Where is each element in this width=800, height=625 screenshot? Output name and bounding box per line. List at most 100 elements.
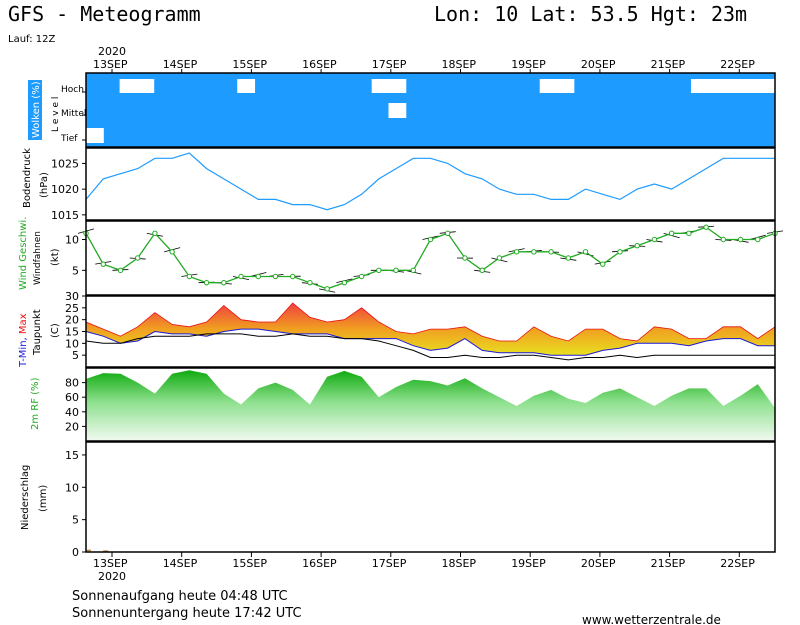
- wind-point: [755, 236, 761, 243]
- wind-point: [186, 273, 193, 280]
- temp-ylabel3: (C): [50, 323, 61, 338]
- rh-ytick-label: 60: [65, 391, 79, 404]
- wind-point: [290, 273, 296, 280]
- date-label-top: 16SEP: [302, 58, 337, 71]
- date-label-bottom: 17SEP: [372, 557, 407, 570]
- wind-point: [582, 249, 589, 255]
- wind-ytick-label: 10: [65, 234, 79, 247]
- pressure-line: [85, 152, 775, 211]
- pressure-ytick-label: 1015: [51, 209, 79, 222]
- wind-ylabel: Wind Geschwi.: [18, 217, 29, 290]
- precip-ytick-label: 0: [72, 546, 79, 559]
- temp-ytick-label: 10: [65, 337, 79, 350]
- temp-max-line: [85, 302, 776, 342]
- wind-point: [617, 249, 623, 255]
- temp-ylabel: T-Min, Max: [18, 313, 29, 368]
- cloud-clear-hoch: [119, 79, 138, 93]
- cloud-clear-hoch: [690, 79, 709, 93]
- temp-ytick-label: 15: [65, 326, 79, 339]
- precip-ytick-label: 15: [65, 449, 79, 462]
- rh-ytick-label: 40: [65, 406, 79, 419]
- precip-bar: [103, 550, 109, 552]
- date-label-bottom: 15SEP: [232, 557, 267, 570]
- date-label-top: 18SEP: [442, 58, 477, 71]
- pressure-ytick-label: 1025: [51, 157, 79, 170]
- precip-bar: [86, 549, 91, 552]
- cloud-level-mittel: Mittel: [61, 109, 86, 119]
- temp-ytick-label: 20: [65, 314, 79, 327]
- wind-point: [307, 279, 313, 286]
- pressure-panel: 1015 1020 1025: [51, 147, 776, 222]
- date-label-bottom: 22SEP: [720, 557, 755, 570]
- site-link[interactable]: www.wetterzentrale.de: [582, 613, 721, 625]
- temp-ytick-label: 5: [72, 349, 79, 362]
- wind-point: [496, 255, 503, 261]
- precip-frame: [85, 441, 776, 553]
- date-axes: 13SEP 13SEP 14SEP 14SEP 15SEP 15SEP 16SEP 16SEP…: [93, 58, 755, 570]
- precip-ylabels: Niederschlag (mm): [20, 465, 49, 530]
- wind-point: [445, 230, 451, 237]
- rh-ylabel: 2m RF (%): [30, 377, 41, 430]
- cloud-clear-hoch: [237, 79, 256, 93]
- cloud-clear-hoch: [539, 79, 558, 93]
- temp-min-line: [85, 328, 775, 356]
- precip-ylabel2: (mm): [38, 485, 49, 512]
- wind-point: [427, 236, 434, 243]
- date-label-top: 17SEP: [372, 58, 407, 71]
- precip-ytick-label: 10: [65, 481, 79, 494]
- wind-point: [651, 236, 658, 243]
- date-label-bottom: 14SEP: [163, 557, 198, 570]
- wind-frame: [85, 220, 776, 296]
- wind-ylabel2: Windfahnen: [33, 231, 43, 285]
- temp-ytick-label: 30: [65, 290, 79, 303]
- cloud-clear-mittel: [388, 103, 407, 118]
- wind-ylabels: Wind Geschwi. Windfahnen (kt): [18, 217, 61, 290]
- run-label: Lauf: 12Z: [8, 34, 55, 45]
- wind-point: [117, 267, 124, 274]
- precipitation-panel: 0 5 10 15: [65, 441, 776, 559]
- date-label-top: 13SEP: [93, 58, 128, 71]
- wind-point: [668, 230, 675, 237]
- pressure-frame: [85, 147, 776, 221]
- wind-point: [134, 255, 141, 261]
- date-label-bottom: 21SEP: [651, 557, 686, 570]
- pressure-ylabel2: (hPa): [39, 172, 50, 198]
- date-label-top: 14SEP: [163, 58, 198, 71]
- date-label-bottom: 13SEP: [93, 557, 128, 570]
- wind-point: [720, 236, 727, 243]
- wind-point: [393, 267, 399, 274]
- cloud-clear-hoch: [556, 79, 575, 93]
- sunrise-text: Sonnenaufgang heute 04:48 UTC: [72, 589, 288, 604]
- wind-point: [100, 261, 106, 267]
- wind-point: [221, 279, 227, 286]
- wind-point: [634, 242, 640, 249]
- precip-ytick-label: 5: [72, 514, 79, 527]
- year-label-top: 2020: [98, 45, 126, 58]
- wind-point: [462, 255, 468, 261]
- cloud-field: [86, 73, 775, 147]
- rh-area: [86, 370, 775, 441]
- date-label-bottom: 20SEP: [581, 557, 616, 570]
- cloud-clear-hoch: [724, 79, 743, 93]
- wind-ylabel3: (kt): [50, 248, 61, 266]
- cloud-panel: [82, 72, 776, 148]
- pressure-ytick-label: 1020: [51, 183, 79, 196]
- cloud-clear-tief: [86, 128, 104, 143]
- wind-point: [548, 249, 554, 255]
- temperature-ylabels: T-Min, Max Taupunkt (C): [18, 309, 61, 368]
- wind-point: [238, 273, 244, 280]
- date-label-top: 20SEP: [581, 58, 616, 71]
- temp-ylabel-min: T-Min,: [18, 334, 29, 368]
- cloud-clear-hoch: [707, 79, 726, 93]
- cloud-clear-hoch: [758, 79, 776, 93]
- wind-point: [324, 286, 330, 292]
- year-label-bottom: 2020: [98, 570, 126, 583]
- date-label-bottom: 16SEP: [302, 557, 337, 570]
- temp-ytick-label: 25: [65, 302, 79, 315]
- wind-point: [358, 273, 365, 280]
- date-label-top: 21SEP: [651, 58, 686, 71]
- wind-point: [703, 224, 709, 230]
